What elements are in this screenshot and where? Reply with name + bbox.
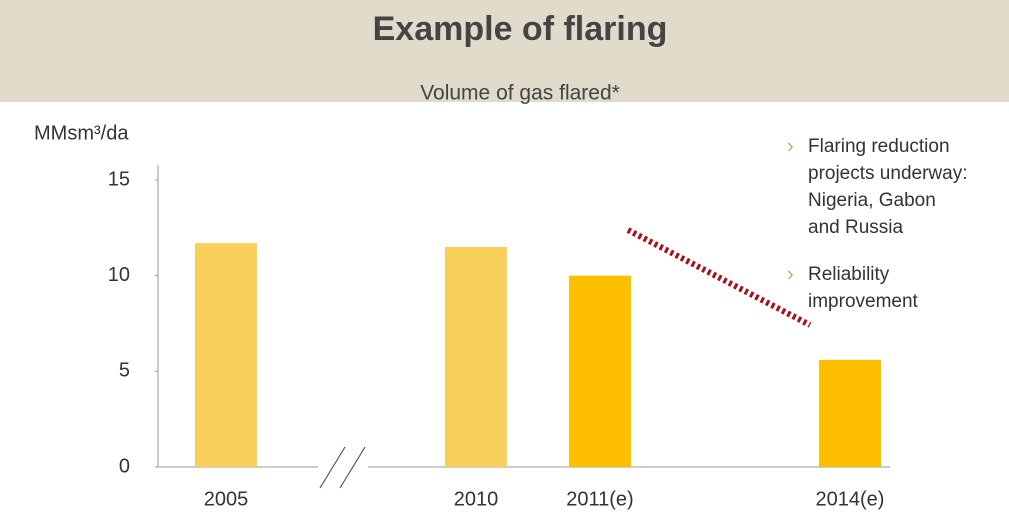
y-tick-label: 10: [108, 264, 130, 286]
annotation-line: Nigeria, Gabon: [808, 190, 936, 211]
x-tick-label: 2005: [204, 488, 249, 510]
annotation-line: Reliability: [808, 264, 890, 285]
x-tick-label: 2010: [454, 488, 499, 510]
y-tick-label: 0: [119, 455, 130, 477]
bar: [195, 243, 257, 467]
annotation-line: Flaring reduction: [808, 136, 950, 157]
annotation-line: projects underway:: [808, 163, 967, 184]
y-tick-label: 5: [119, 360, 130, 382]
bullet-marker: ›: [787, 135, 794, 157]
bar: [445, 246, 507, 467]
axis-break: [339, 446, 366, 489]
x-tick-label: 2011(e): [566, 488, 633, 510]
x-tick-label: 2014(e): [816, 488, 885, 510]
bar: [569, 275, 631, 467]
axis-break: [319, 446, 346, 489]
bullet-marker: ›: [787, 263, 794, 285]
header-band: [0, 0, 1009, 102]
trend-line: [626, 227, 812, 328]
chart-subtitle: Volume of gas flared*: [420, 82, 620, 105]
chart-title: Example of flaring: [373, 10, 668, 48]
annotation-line: improvement: [808, 291, 919, 312]
axis-break-gap: [318, 455, 368, 479]
y-tick-label: 15: [108, 168, 130, 190]
annotation-line: and Russia: [808, 217, 903, 238]
y-axis-label: MMsm³/da: [34, 122, 129, 144]
bar: [819, 359, 881, 467]
